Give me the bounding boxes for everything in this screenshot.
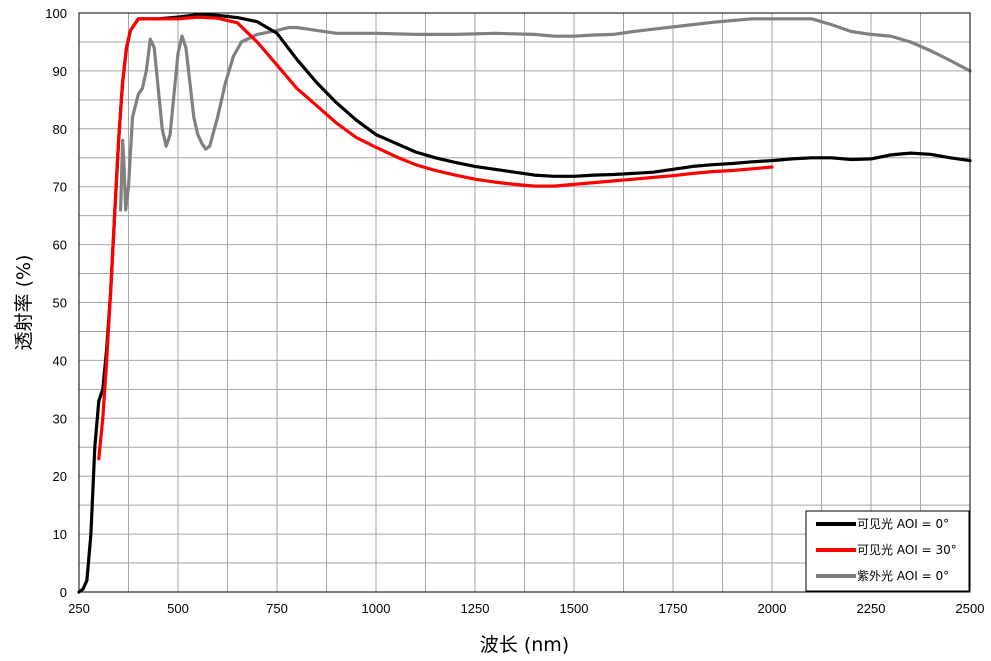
series-line-2 <box>97 15 774 461</box>
legend-label: 可见光 AOI = 0° <box>857 517 949 531</box>
x-tick-label: 750 <box>266 601 288 616</box>
y-axis-title: 透射率 (%) <box>13 255 35 351</box>
legend: 可见光 AOI = 0° 可见光 AOI = 30° 紫外光 AOI = 0° <box>805 510 970 592</box>
y-tick-labels: 0 10 20 30 40 50 60 70 80 90 100 <box>45 6 67 600</box>
legend-label: 可见光 AOI = 30° <box>857 543 957 557</box>
y-tick-label: 10 <box>53 527 67 542</box>
y-tick-label: 40 <box>53 353 67 368</box>
x-tick-label: 1500 <box>560 601 589 616</box>
x-tick-label: 2000 <box>758 601 787 616</box>
y-tick-label: 80 <box>53 122 67 137</box>
x-tick-label: 500 <box>167 601 189 616</box>
x-tick-label: 250 <box>68 601 90 616</box>
x-tick-labels: 250 500 750 1000 1250 1500 1750 2000 2250 2500 <box>68 601 984 616</box>
x-tick-label: 2500 <box>956 601 985 616</box>
y-tick-label: 20 <box>53 469 67 484</box>
x-tick-label: 1000 <box>362 601 391 616</box>
y-tick-label: 70 <box>53 180 67 195</box>
y-tick-label: 60 <box>53 238 67 253</box>
y-tick-label: 30 <box>53 411 67 426</box>
x-tick-label: 1750 <box>659 601 688 616</box>
x-tick-label: 1250 <box>461 601 490 616</box>
gridlines <box>78 12 971 593</box>
series-lines <box>77 13 972 594</box>
series-line-3 <box>119 17 972 212</box>
y-tick-label: 0 <box>60 585 67 600</box>
plot-frame <box>78 12 971 593</box>
x-tick-label: 2250 <box>857 601 886 616</box>
y-tick-label: 50 <box>53 296 67 311</box>
y-tick-label: 100 <box>45 6 67 21</box>
legend-label: 紫外光 AOI = 0° <box>857 569 949 583</box>
x-axis-title: 波长 (nm) <box>480 634 569 656</box>
y-tick-label: 90 <box>53 64 67 79</box>
